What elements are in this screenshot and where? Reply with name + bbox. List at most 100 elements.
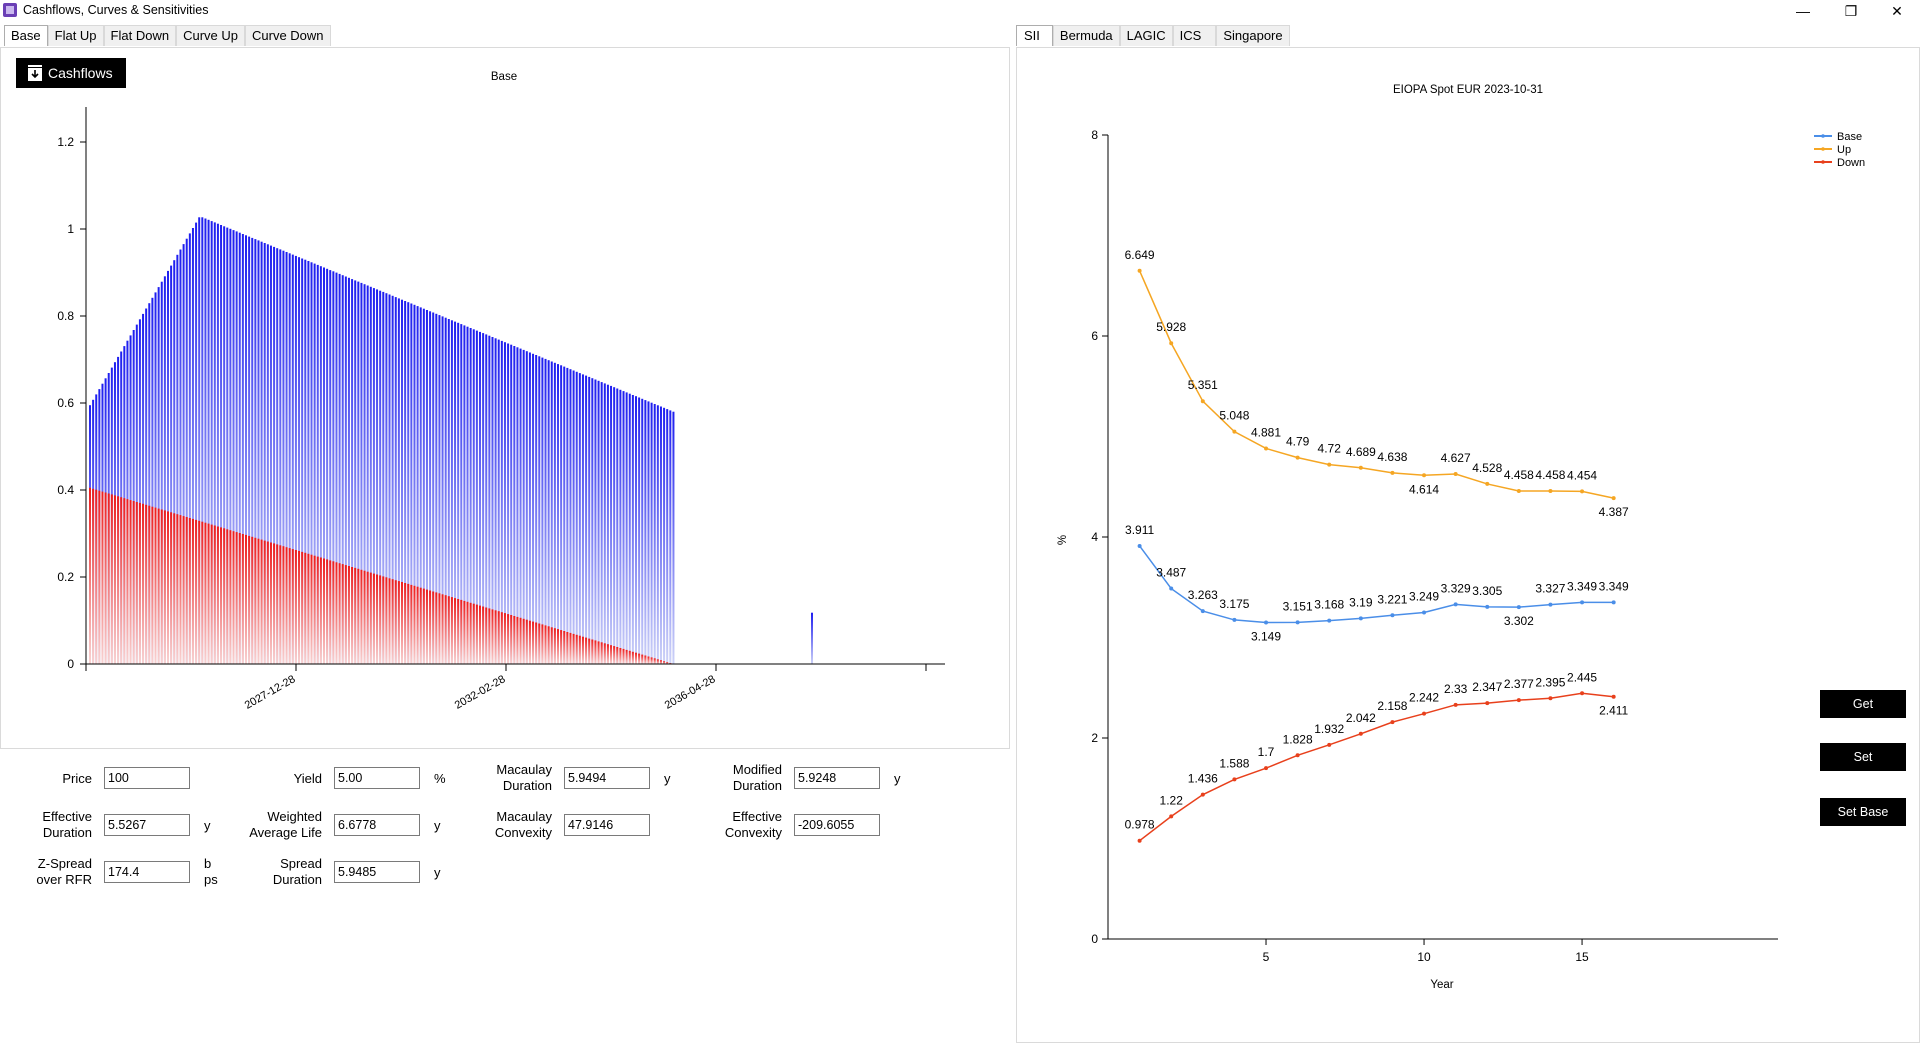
tab-flat-up[interactable]: Flat Up — [47, 25, 104, 46]
cashflow-bar-interest — [191, 518, 194, 664]
cashflow-bar-principal — [313, 263, 316, 664]
cashflow-bar-principal — [132, 330, 135, 664]
cashflow-bar-interest — [469, 602, 472, 664]
legend-marker — [1821, 160, 1825, 164]
cashflow-bar-principal — [672, 411, 675, 664]
cashflow-bar-principal — [575, 371, 578, 664]
tab-curve-down[interactable]: Curve Down — [245, 25, 331, 46]
cashflow-bar-principal — [344, 276, 347, 664]
modified-duration-label: Modified Duration — [700, 762, 782, 794]
macaulay-duration-input[interactable] — [564, 767, 650, 789]
cashflow-chart: Base 0 0.2 0.4 0.6 0.8 1 1.2 2027-12-28 … — [57, 71, 945, 712]
cashflow-bar-interest — [510, 615, 513, 664]
tab-bermuda[interactable]: Bermuda — [1052, 25, 1120, 46]
cashflow-bar-interest — [416, 586, 419, 664]
data-label: 3.168 — [1314, 598, 1344, 612]
cashflow-bar-principal — [298, 257, 301, 664]
cashflow-bar-interest — [547, 626, 550, 664]
cashflow-bar-principal — [335, 272, 338, 664]
cashflow-bar-interest — [385, 577, 388, 664]
get-button[interactable]: Get — [1820, 690, 1906, 718]
cashflow-bar-interest — [666, 662, 669, 664]
cashflow-bar-principal — [210, 221, 213, 664]
data-label: 3.911 — [1125, 523, 1154, 537]
y-tick-label: 0.6 — [57, 396, 74, 410]
cashflow-bar-interest — [603, 643, 606, 664]
data-label: 2.411 — [1599, 704, 1628, 718]
close-button[interactable]: ✕ — [1891, 2, 1903, 19]
z-spread-input[interactable] — [104, 861, 190, 883]
data-label: 2.377 — [1504, 677, 1534, 691]
macaulay-convexity-input[interactable] — [564, 814, 650, 836]
yield-input[interactable] — [334, 767, 420, 789]
cashflow-bar-interest — [341, 564, 344, 664]
data-point — [1358, 616, 1363, 621]
tab-base[interactable]: Base — [4, 25, 48, 46]
cashflow-bar-principal — [516, 347, 519, 664]
cashflow-bar-interest — [585, 637, 588, 664]
price-input[interactable] — [104, 767, 190, 789]
modified-duration-label-line1: Modified — [732, 762, 782, 777]
cashflow-bar-interest — [438, 593, 441, 664]
cashflow-bar-interest — [454, 598, 457, 664]
cashflow-bar-interest — [360, 569, 363, 664]
tab-sii[interactable]: SII — [1016, 25, 1053, 46]
cashflow-bar-principal — [525, 351, 528, 664]
spread-duration-input[interactable] — [334, 861, 420, 883]
cashflow-bar-principal — [500, 340, 503, 664]
effective-convexity-input[interactable] — [794, 814, 880, 836]
cashflow-bar-interest — [254, 537, 257, 664]
cashflow-bar-principal — [519, 348, 522, 664]
data-label: 3.151 — [1283, 599, 1313, 613]
set-base-button[interactable]: Set Base — [1820, 798, 1906, 826]
spread-duration-label-line2: Duration — [272, 872, 322, 887]
data-label: 3.302 — [1504, 614, 1534, 628]
cashflow-bar-interest — [429, 590, 432, 664]
tab-lagic[interactable]: LAGIC — [1119, 25, 1173, 46]
cashflow-bar-interest — [553, 628, 556, 664]
cashflow-bar-principal — [479, 331, 481, 664]
macaulay-duration-label-line1: Macaulay — [496, 762, 552, 777]
cashflow-bar-interest — [644, 655, 647, 664]
tab-flat-down[interactable]: Flat Down — [103, 25, 177, 46]
cashflow-bar-interest — [269, 542, 272, 664]
data-point — [1264, 620, 1269, 625]
set-button[interactable]: Set — [1820, 743, 1906, 771]
y-tick-label: 2 — [1091, 731, 1098, 745]
cashflow-bar-principal — [332, 271, 335, 664]
weighted-average-life-input[interactable] — [334, 814, 420, 836]
legend-label: Up — [1837, 144, 1851, 156]
cashflow-bar-interest — [391, 579, 394, 664]
data-point — [1264, 766, 1269, 771]
cashflow-bar-principal — [401, 299, 403, 664]
tab-curve-up[interactable]: Curve Up — [176, 25, 245, 46]
cashflow-bar-principal — [638, 397, 641, 664]
tab-ics[interactable]: ICS — [1172, 25, 1217, 46]
minimize-button[interactable]: — — [1796, 3, 1810, 19]
cashflow-bar-interest — [220, 527, 223, 664]
restore-button[interactable]: ❐ — [1844, 2, 1858, 19]
cashflow-bar-interest — [173, 513, 176, 664]
cashflow-bar-principal — [294, 255, 297, 664]
cashflow-bar-interest — [463, 600, 466, 664]
cashflow-bar-principal — [376, 289, 379, 664]
data-label: 3.329 — [1441, 581, 1471, 595]
cashflow-bar-interest — [485, 607, 488, 664]
cashflow-bar-principal — [460, 324, 463, 664]
data-label: 2.33 — [1444, 682, 1468, 696]
y-tick-label: 1 — [67, 222, 74, 236]
data-label: 1.588 — [1219, 756, 1249, 770]
cashflow-bar-principal — [635, 396, 637, 664]
cashflow-bar-principal — [535, 355, 538, 664]
effective-duration-input[interactable] — [104, 814, 190, 836]
export-cashflows-button[interactable]: Cashflows — [16, 58, 126, 88]
cashflow-bar-principal — [388, 294, 391, 664]
tab-singapore[interactable]: Singapore — [1216, 25, 1290, 46]
cashflow-bar-principal — [173, 260, 176, 664]
cashflow-bar-principal — [510, 344, 513, 664]
cashflow-bar-interest — [619, 648, 622, 664]
cashflow-bar-interest — [376, 574, 379, 664]
cashflow-chart-title: Base — [491, 71, 517, 83]
spread-duration-label: Spread Duration — [230, 856, 322, 888]
modified-duration-input[interactable] — [794, 767, 880, 789]
